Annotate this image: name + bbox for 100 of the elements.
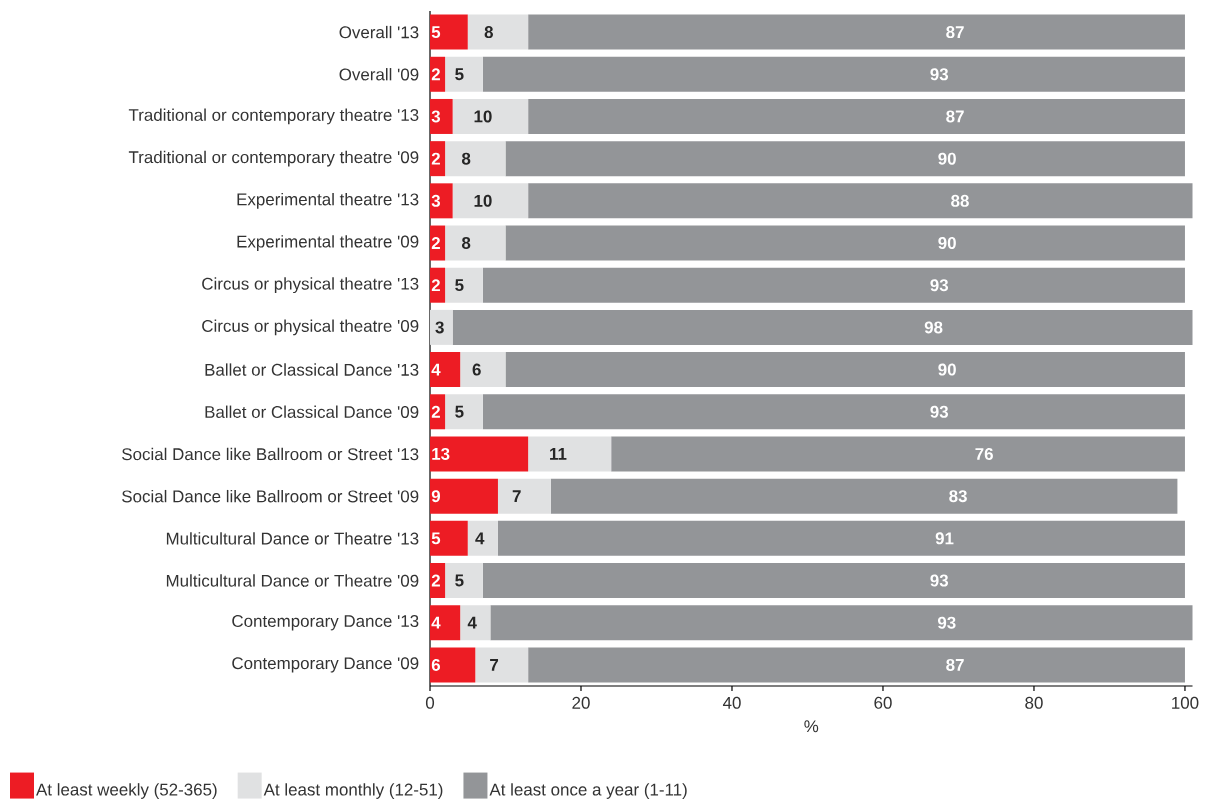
data-label: 5 <box>455 279 464 292</box>
bar <box>452 309 1193 345</box>
bar <box>528 647 1185 683</box>
y-tick-label: Social Dance like Ballroom or Street '09 <box>122 489 419 503</box>
bar <box>482 267 1185 303</box>
bar <box>550 478 1178 514</box>
data-label: 2 <box>431 279 440 292</box>
data-label: 6 <box>431 658 441 671</box>
x-tick-label: 40 <box>722 696 741 709</box>
data-label: 2 <box>431 405 440 418</box>
data-label: 5 <box>431 532 441 545</box>
data-label: 5 <box>455 68 464 81</box>
y-tick-label: Multicultural Dance or Theatre '09 <box>166 574 419 587</box>
x-tick-label: 80 <box>1025 696 1043 709</box>
legend-label: At least weekly (52-365) <box>36 783 217 799</box>
data-label: 87 <box>946 110 964 123</box>
bar <box>430 98 453 134</box>
bar <box>445 394 483 430</box>
bar <box>497 520 1185 556</box>
bar <box>445 225 506 261</box>
bar <box>475 647 529 683</box>
data-label: 87 <box>946 26 964 39</box>
data-label: 4 <box>431 616 441 629</box>
data-label: 11 <box>550 448 567 460</box>
data-label: 88 <box>951 194 969 207</box>
x-tick-label: 100 <box>1172 696 1199 709</box>
data-label: 2 <box>431 574 440 587</box>
data-label: 3 <box>435 321 444 334</box>
y-tick-label: Contemporary Dance '13 <box>232 615 419 631</box>
bar <box>528 183 1193 219</box>
data-label: 90 <box>938 152 956 165</box>
data-label: 8 <box>461 237 471 250</box>
data-label: 10 <box>474 110 492 123</box>
bar <box>430 183 453 219</box>
bar <box>482 394 1185 430</box>
bar <box>482 563 1185 599</box>
bar <box>452 183 529 219</box>
data-label: 10 <box>474 194 492 207</box>
data-label: 5 <box>431 26 441 38</box>
y-tick-label: Ballet or Classical Dance '09 <box>205 405 419 418</box>
bar <box>452 98 529 134</box>
bar <box>430 563 446 599</box>
data-label: 2 <box>431 68 440 81</box>
y-tick-label: Overall '09 <box>339 68 419 81</box>
data-label: 9 <box>431 490 441 503</box>
data-label: 3 <box>431 194 441 207</box>
bar <box>467 520 498 556</box>
data-label: 4 <box>467 616 477 629</box>
data-label: 87 <box>946 658 964 671</box>
bar <box>445 56 483 92</box>
x-tick-label: 0 <box>425 696 435 709</box>
bar <box>445 563 483 599</box>
legend-label: At least once a year (1-11) <box>489 783 687 799</box>
bar <box>430 605 461 641</box>
bar <box>430 520 468 556</box>
data-label: 98 <box>924 321 943 334</box>
bar <box>445 141 506 177</box>
data-label: 93 <box>930 68 949 81</box>
bar <box>430 478 498 514</box>
y-tick-label: Social Dance like Ballroom or Street '13 <box>122 447 419 461</box>
y-tick-label: Traditional or contemporary theatre '09 <box>128 150 419 167</box>
y-tick-label: Experimental theatre '13 <box>237 192 419 209</box>
data-label: 7 <box>512 490 521 502</box>
data-label: 90 <box>938 237 956 250</box>
bar <box>528 436 612 472</box>
data-label: 4 <box>431 363 441 376</box>
data-label: 8 <box>461 152 471 165</box>
data-label: 76 <box>975 447 993 460</box>
y-tick-label: Circus or physical theatre '13 <box>202 277 419 294</box>
data-label: 83 <box>949 490 967 503</box>
bar <box>505 352 1185 388</box>
data-label: 93 <box>930 405 949 418</box>
data-label: 93 <box>930 574 949 587</box>
bar <box>505 141 1185 177</box>
bar <box>430 436 529 472</box>
bar <box>445 267 483 303</box>
data-label: 6 <box>472 363 481 376</box>
data-label: 5 <box>455 405 464 418</box>
y-tick-label: Experimental theatre '09 <box>237 235 419 251</box>
x-tick-label: 60 <box>874 696 892 709</box>
y-tick-label: Circus or physical theatre '09 <box>202 319 419 336</box>
bar <box>611 436 1185 472</box>
bar <box>430 14 468 50</box>
bar <box>430 647 476 683</box>
data-label: 4 <box>475 532 485 545</box>
legend-label: At least monthly (12-51) <box>263 783 443 799</box>
y-tick-label: Traditional or contemporary theatre '13 <box>128 108 419 125</box>
bar <box>505 225 1185 261</box>
bar <box>528 98 1185 134</box>
bar <box>528 14 1185 50</box>
x-tick-label: 20 <box>572 696 590 709</box>
data-label: 7 <box>490 659 499 671</box>
bar <box>430 309 453 345</box>
data-label: 90 <box>938 363 956 376</box>
y-tick-label: Contemporary Dance '09 <box>232 657 419 673</box>
data-label: 5 <box>455 574 464 587</box>
bar <box>467 14 529 50</box>
data-label: 91 <box>935 532 954 545</box>
x-axis-title: % <box>804 720 819 733</box>
data-label: 2 <box>431 237 440 249</box>
